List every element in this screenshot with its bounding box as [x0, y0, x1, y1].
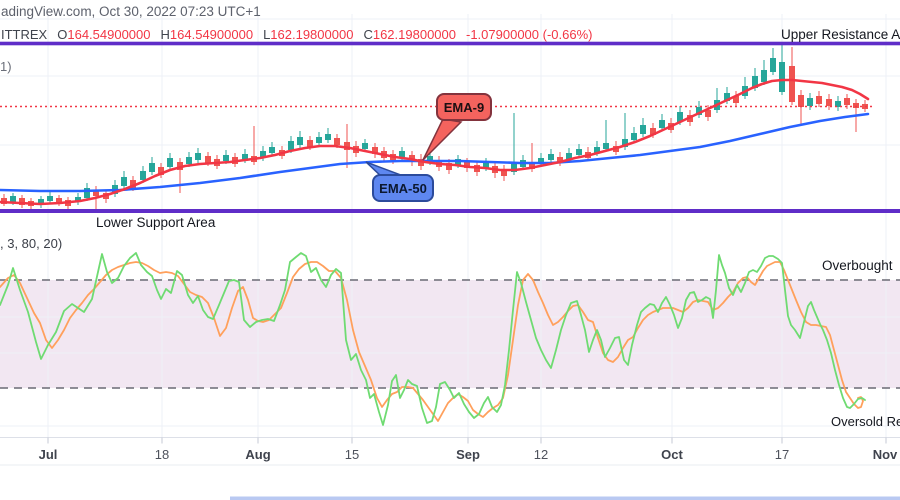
upper-resistance-line	[0, 41, 900, 46]
ohlc-open: O164.54900000	[57, 27, 151, 42]
ohlc-high: H164.54900000	[160, 27, 254, 42]
stochastic-lines	[0, 252, 866, 426]
stoch-band	[0, 280, 900, 388]
bottom-bar	[230, 496, 900, 500]
truncated-indicator-label: 1)	[0, 59, 12, 74]
grid-layer	[0, 14, 900, 438]
upper-resistance-label: Upper Resistance Are	[781, 27, 900, 42]
ema9-callout-tail	[422, 118, 463, 161]
ema50-callout[interactable]: EMA-50	[372, 174, 434, 202]
axis-layer	[0, 437, 900, 500]
oversold-label: Oversold Reg	[831, 414, 900, 429]
change-text: -1.07900000 (-0.66%)	[466, 27, 593, 42]
ohlc-legend[interactable]: ITTREX O164.54900000 H164.54900000 L162.…	[1, 27, 592, 42]
ema-layer	[0, 78, 870, 206]
overbought-label: Overbought	[822, 258, 893, 273]
watermark-text: adingView.com, Oct 30, 2022 07:23 UTC+1	[1, 4, 261, 19]
levels-layer	[0, 41, 900, 213]
ohlc-close: C162.19800000	[363, 27, 456, 42]
lower-support-label: Lower Support Area	[96, 215, 216, 230]
lower-support-line	[0, 209, 900, 213]
symbol-text: ITTREX	[1, 27, 48, 42]
ema9-callout[interactable]: EMA-9	[436, 93, 492, 121]
ohlc-low: L162.19800000	[263, 27, 354, 42]
stochastic-params-label: , 3, 80, 20)	[0, 236, 63, 251]
